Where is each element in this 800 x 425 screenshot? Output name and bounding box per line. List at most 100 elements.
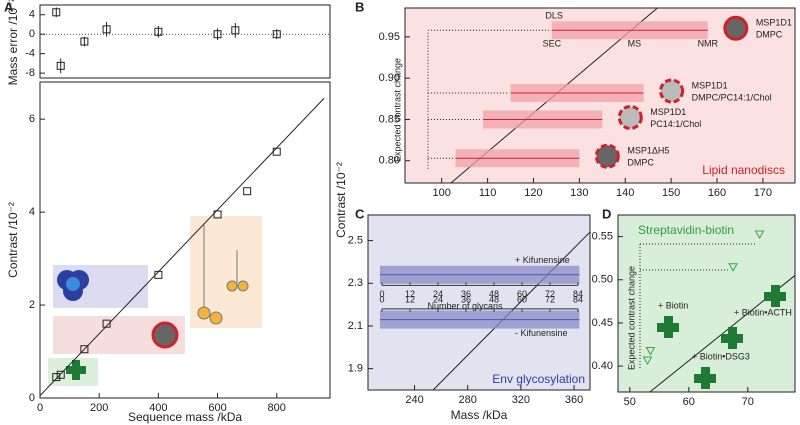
- x-tick-label: 240: [405, 394, 423, 406]
- panel-letter: B: [355, 0, 364, 14]
- series-label: DMPC: [627, 158, 654, 168]
- x-tick-label: 140: [616, 187, 634, 199]
- y-tick-label: 0: [29, 392, 35, 404]
- y-tick-label: -8: [25, 67, 35, 79]
- glycan-tick-label: 12: [405, 294, 415, 304]
- x-tick-label: 160: [708, 187, 726, 199]
- series-label: MSP1D1: [650, 107, 686, 117]
- nanodisc-icon: [617, 104, 643, 130]
- y-tick-label: 0.50: [592, 274, 613, 286]
- point: [80, 345, 89, 354]
- frame: [39, 81, 331, 399]
- series-label: MSP1D1: [692, 80, 728, 90]
- x-tick-label: 600: [208, 402, 226, 414]
- streptavidin-icon: [664, 316, 673, 338]
- point: [56, 370, 65, 379]
- polymer-icon: [197, 225, 249, 325]
- y-axis-label: Mass error /10⁻²: [6, 0, 20, 85]
- point: [272, 30, 281, 39]
- y-tick-label: 0.55: [592, 230, 613, 242]
- y-tick-label: 4: [29, 9, 35, 21]
- frame: [617, 214, 796, 393]
- y-tick-label: 2.1: [348, 320, 363, 332]
- point: [728, 263, 738, 272]
- series-label: MSP1D1: [756, 18, 792, 28]
- panel-bg: [368, 215, 590, 390]
- y-tick-label: 4: [29, 206, 35, 218]
- x-tick-label: 60: [683, 396, 695, 408]
- panel-letter: D: [602, 206, 611, 221]
- method-label: MS: [628, 39, 642, 49]
- point: [243, 187, 252, 196]
- panel-letter: C: [355, 206, 365, 221]
- point: [52, 8, 61, 17]
- x-tick-label: 800: [268, 402, 286, 414]
- y-axis-label: Contrast /10⁻²: [6, 202, 20, 278]
- frame: [404, 7, 796, 184]
- x-tick-label: 70: [742, 396, 754, 408]
- method-label: NMR: [698, 39, 719, 49]
- glycan-axis-label: Number of glycans: [427, 301, 503, 311]
- x-tick-label: 100: [433, 187, 451, 199]
- frame: [367, 214, 591, 391]
- y-tick-label: 0.40: [592, 360, 613, 372]
- annotation: + Biotin•ACTH: [734, 307, 792, 317]
- annotation: Expected contrast change: [626, 266, 636, 370]
- y-tick-label: 0.80: [379, 155, 400, 167]
- x-tick-label: 360: [565, 394, 583, 406]
- nanodisc-icon: [723, 15, 749, 41]
- x-tick-label: 200: [90, 402, 108, 414]
- y-tick-label: 2: [29, 299, 35, 311]
- x-tick-label: 170: [754, 187, 772, 199]
- panel-letter: A: [4, 0, 14, 14]
- series-label: PC14:1/Chol: [650, 119, 701, 129]
- y-tick-label: 2.3: [348, 277, 363, 289]
- series-label: - Kifunensine: [515, 328, 568, 338]
- x-tick-label: 130: [570, 187, 588, 199]
- x-axis-label: Sequence mass /kDa: [128, 410, 242, 424]
- x-tick-label: 0: [37, 402, 43, 414]
- glycan-tick-label: 36: [461, 294, 471, 304]
- point: [102, 25, 111, 34]
- x-tick-label: 400: [149, 402, 167, 414]
- point: [645, 347, 656, 356]
- point: [102, 319, 111, 328]
- y-tick-label: 1.9: [348, 363, 363, 375]
- x-tick-label: 120: [524, 187, 542, 199]
- glycan-tick-label: 48: [489, 294, 499, 304]
- point: [213, 30, 222, 39]
- x-tick-label: 320: [512, 394, 530, 406]
- x-tick-label: 110: [479, 187, 497, 199]
- y-tick-label: 0.90: [379, 72, 400, 84]
- series-label: + Kifunensine: [515, 255, 570, 265]
- annotation: Lipid nanodiscs: [702, 163, 785, 177]
- y-axis-label: Contrast /10⁻²: [334, 162, 348, 238]
- glycan-tick-label: 72: [545, 294, 555, 304]
- y-tick-label: -4: [25, 48, 35, 60]
- frame: [39, 4, 331, 79]
- glycan-tick-label: 48: [489, 289, 499, 299]
- y-tick-label: 0.95: [379, 31, 400, 43]
- method-label: DLS: [545, 11, 563, 21]
- point: [754, 230, 765, 240]
- point: [154, 27, 163, 36]
- glycan-tick-label: 36: [461, 289, 471, 299]
- point: [642, 356, 653, 366]
- point: [80, 37, 89, 46]
- point: [272, 147, 281, 156]
- annotation: Expected contrast change: [392, 58, 402, 162]
- glycan-tick-label: 12: [405, 289, 415, 299]
- glycan-tick-label: 24: [433, 289, 443, 299]
- streptavidin-icon: [701, 367, 710, 389]
- glycan-tick-label: 84: [573, 289, 583, 299]
- series-label: DMPC/PC14:1/Chol: [692, 92, 772, 102]
- glycan-tick-label: 60: [517, 294, 527, 304]
- streptavidin-icon: [728, 327, 737, 349]
- point: [52, 373, 61, 382]
- series-label: DMPC: [756, 30, 783, 40]
- x-tick-label: 50: [624, 396, 636, 408]
- annotation: + Biotin: [658, 300, 688, 310]
- y-tick-label: 0: [29, 28, 35, 40]
- x-axis-label: Mass /kDa: [451, 408, 508, 422]
- y-tick-label: 6: [29, 113, 35, 125]
